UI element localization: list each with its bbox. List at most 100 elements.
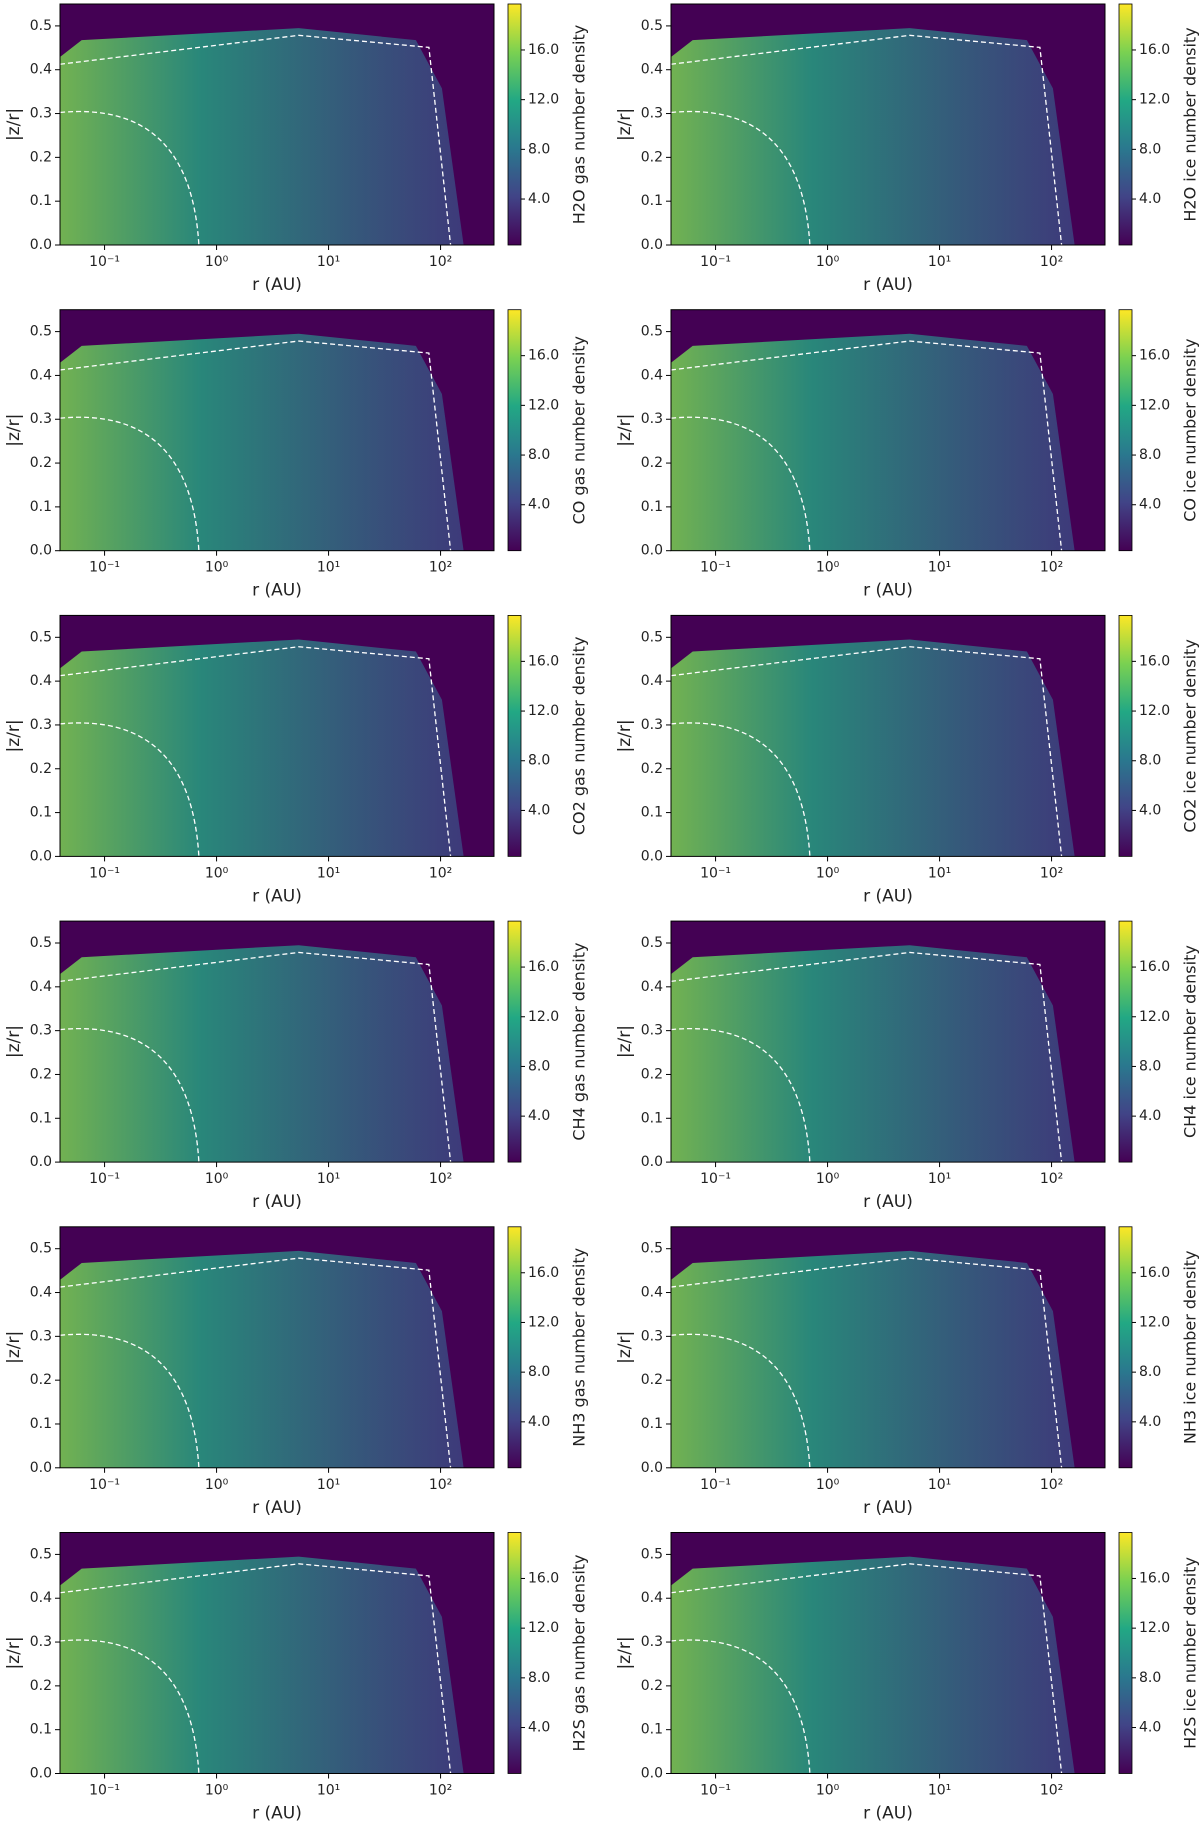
disk-field <box>60 1250 464 1468</box>
contour-line <box>670 34 1063 246</box>
contour-line <box>670 340 1063 551</box>
y-tick-label: 0.3 <box>30 1634 52 1650</box>
contour-line <box>670 1563 1063 1774</box>
y-tick-label: 0.3 <box>30 106 52 122</box>
x-tick-label: 10¹ <box>317 1171 340 1187</box>
y-tick-label: 0.5 <box>641 935 663 951</box>
x-tick-label: 10⁻¹ <box>89 254 120 270</box>
x-axis-label: r (AU) <box>252 581 302 601</box>
y-tick-label: 0.1 <box>641 1110 663 1126</box>
y-tick-label: 0.4 <box>30 1590 52 1606</box>
x-tick-label: 10⁰ <box>816 1171 840 1187</box>
y-tick-label: 0.2 <box>30 1066 52 1082</box>
x-axis-label: r (AU) <box>252 1498 302 1518</box>
y-tick-label: 0.2 <box>30 455 52 471</box>
colorbar-tick-label: 4.0 <box>1139 1414 1161 1430</box>
disk-field <box>671 1556 1075 1774</box>
contour-line <box>59 416 200 551</box>
y-tick-label: 0.1 <box>641 1722 663 1738</box>
disk-field <box>671 28 1075 245</box>
x-tick-label: 10⁰ <box>816 865 840 881</box>
y-tick-label: 0.2 <box>30 1678 52 1694</box>
contour-line <box>59 1639 200 1774</box>
colorbar-tick-label: 12.0 <box>528 1620 559 1636</box>
colorbar-tick-label: 16.0 <box>1139 653 1170 669</box>
colorbar-tick-label: 8.0 <box>528 1670 550 1686</box>
y-tick-label: 0.1 <box>641 499 663 515</box>
y-tick-label: 0.0 <box>30 848 52 864</box>
y-tick-label: 0.3 <box>641 717 663 733</box>
disk-field <box>60 1556 464 1774</box>
y-tick-label: 0.4 <box>641 673 663 689</box>
y-tick-label: 0.3 <box>641 1634 663 1650</box>
y-tick-label: 0.0 <box>641 848 663 864</box>
colorbar-tick-label: 16.0 <box>1139 1570 1170 1586</box>
y-tick-label: 0.3 <box>30 717 52 733</box>
y-tick-label: 0.0 <box>641 543 663 559</box>
y-axis-label: |z/r| <box>615 1331 635 1364</box>
x-axis-label: r (AU) <box>863 1804 913 1824</box>
y-tick-label: 0.2 <box>641 1372 663 1388</box>
disk-field <box>671 1250 1075 1468</box>
contour-line <box>670 1257 1063 1468</box>
x-tick-label: 10⁰ <box>205 1171 229 1187</box>
x-tick-label: 10² <box>429 1783 452 1799</box>
x-tick-label: 10² <box>1040 560 1063 576</box>
colorbar-tick-label: 8.0 <box>528 1058 550 1074</box>
x-tick-label: 10² <box>429 560 452 576</box>
y-tick-label: 0.3 <box>641 1023 663 1039</box>
colorbar <box>507 309 522 552</box>
x-tick-label: 10² <box>1040 1783 1063 1799</box>
y-tick-label: 0.2 <box>641 149 663 165</box>
y-tick-label: 0.3 <box>641 106 663 122</box>
x-axis-label: r (AU) <box>252 1804 302 1824</box>
y-tick-label: 0.2 <box>641 761 663 777</box>
y-tick-label: 0.0 <box>30 1460 52 1476</box>
x-tick-label: 10⁻¹ <box>89 865 120 881</box>
colorbar-tick-label: 8.0 <box>1139 447 1161 463</box>
colorbar-tick-label: 12.0 <box>1139 1009 1170 1025</box>
y-tick-label: 0.1 <box>30 193 52 209</box>
colorbar-tick-label: 16.0 <box>1139 959 1170 975</box>
colorbar <box>1118 920 1133 1163</box>
colorbar-tick-label: 12.0 <box>528 92 559 108</box>
colorbar-label: H2O ice number density <box>1181 27 1200 221</box>
colorbar-tick-label: 4.0 <box>528 497 550 513</box>
colorbar-label: CO ice number density <box>1181 339 1200 522</box>
y-tick-label: 0.0 <box>30 1154 52 1170</box>
y-tick-label: 0.0 <box>30 543 52 559</box>
x-tick-label: 10¹ <box>317 1783 340 1799</box>
y-tick-label: 0.4 <box>641 367 663 383</box>
colorbar-tick-label: 4.0 <box>528 1108 550 1124</box>
colorbar-tick-label: 16.0 <box>528 42 559 58</box>
x-tick-label: 10¹ <box>317 865 340 881</box>
y-tick-label: 0.0 <box>641 1154 663 1170</box>
plot-frame <box>670 1532 1106 1774</box>
contour-line <box>59 110 200 246</box>
y-tick-label: 0.3 <box>641 411 663 427</box>
y-tick-label: 0.5 <box>641 1241 663 1257</box>
contour-line <box>670 416 811 551</box>
x-axis-label: r (AU) <box>252 1192 302 1212</box>
x-tick-label: 10⁰ <box>205 1783 229 1799</box>
y-tick-label: 0.5 <box>641 629 663 645</box>
x-tick-label: 10⁻¹ <box>700 254 731 270</box>
y-tick-label: 0.1 <box>30 1110 52 1126</box>
colorbar-tick-label: 4.0 <box>528 191 550 207</box>
y-tick-label: 0.3 <box>641 1328 663 1344</box>
x-tick-label: 10⁰ <box>816 1477 840 1493</box>
contour-line <box>59 34 452 246</box>
colorbar-tick-label: 16.0 <box>528 653 559 669</box>
y-tick-label: 0.3 <box>30 1023 52 1039</box>
x-tick-label: 10⁰ <box>816 254 840 270</box>
x-tick-label: 10⁻¹ <box>700 1783 731 1799</box>
y-tick-label: 0.0 <box>641 237 663 253</box>
disk-field <box>671 333 1075 551</box>
colorbar-tick-label: 4.0 <box>1139 1108 1161 1124</box>
y-tick-label: 0.4 <box>30 979 52 995</box>
x-tick-label: 10² <box>429 865 452 881</box>
x-tick-label: 10⁰ <box>205 865 229 881</box>
colorbar-label: CH4 gas number density <box>570 943 589 1141</box>
contour-line <box>59 340 452 551</box>
